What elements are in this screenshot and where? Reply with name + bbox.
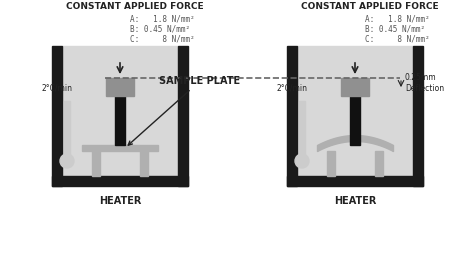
Text: HEATER: HEATER	[334, 196, 376, 206]
Text: B: 0.45 N/mm²: B: 0.45 N/mm²	[365, 24, 425, 33]
Bar	[375, 151, 383, 176]
Bar	[62, 46, 178, 176]
Bar	[140, 151, 148, 176]
Bar	[341, 78, 369, 96]
Text: 0.25mm
Deflection: 0.25mm Deflection	[405, 73, 444, 93]
Bar	[52, 46, 62, 186]
Text: HEATER: HEATER	[99, 196, 141, 206]
Bar	[350, 96, 360, 145]
Bar	[299, 101, 305, 161]
Bar	[287, 176, 423, 186]
Bar	[92, 151, 100, 176]
Text: C:     8 N/mm²: C: 8 N/mm²	[365, 34, 430, 43]
Text: A:   1.8 N/mm²: A: 1.8 N/mm²	[130, 14, 195, 23]
Bar	[106, 78, 134, 96]
Bar	[413, 46, 423, 186]
Bar	[52, 176, 188, 186]
Bar	[115, 96, 125, 145]
Text: C:     8 N/mm²: C: 8 N/mm²	[130, 34, 195, 43]
Text: SAMPLE PLATE: SAMPLE PLATE	[128, 76, 241, 145]
Circle shape	[60, 154, 74, 168]
Text: 2°C/min: 2°C/min	[276, 84, 308, 93]
Bar	[327, 151, 335, 176]
Text: A:   1.8 N/mm²: A: 1.8 N/mm²	[365, 14, 430, 23]
Bar	[64, 101, 70, 161]
Text: CONSTANT APPLIED FORCE: CONSTANT APPLIED FORCE	[301, 2, 439, 11]
Bar	[178, 46, 188, 186]
Bar	[297, 46, 413, 176]
Bar	[82, 145, 158, 151]
Bar	[287, 46, 297, 186]
Text: 2°C/min: 2°C/min	[42, 84, 73, 93]
Text: B: 0.45 N/mm²: B: 0.45 N/mm²	[130, 24, 190, 33]
Circle shape	[295, 154, 309, 168]
Text: CONSTANT APPLIED FORCE: CONSTANT APPLIED FORCE	[66, 2, 204, 11]
